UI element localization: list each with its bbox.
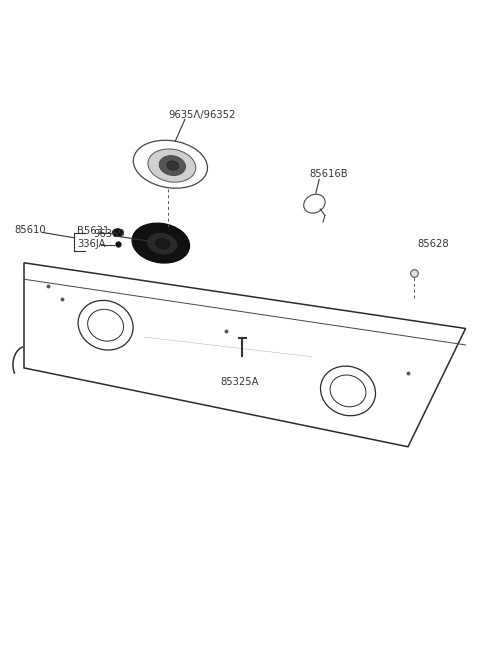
Ellipse shape <box>112 229 123 237</box>
Ellipse shape <box>159 156 185 175</box>
Text: 336JA: 336JA <box>77 239 105 250</box>
Text: 85616B: 85616B <box>310 169 348 179</box>
Ellipse shape <box>156 238 170 249</box>
Text: 85325A: 85325A <box>221 377 259 388</box>
Text: 9635Λ/96352: 9635Λ/96352 <box>168 110 235 120</box>
Text: B5631: B5631 <box>77 226 109 237</box>
Text: 96369: 96369 <box>94 229 125 239</box>
Ellipse shape <box>132 223 190 263</box>
Text: 85628: 85628 <box>418 239 449 250</box>
Ellipse shape <box>148 149 196 182</box>
Text: 85610: 85610 <box>14 225 46 235</box>
Ellipse shape <box>147 233 178 255</box>
Ellipse shape <box>167 161 179 170</box>
